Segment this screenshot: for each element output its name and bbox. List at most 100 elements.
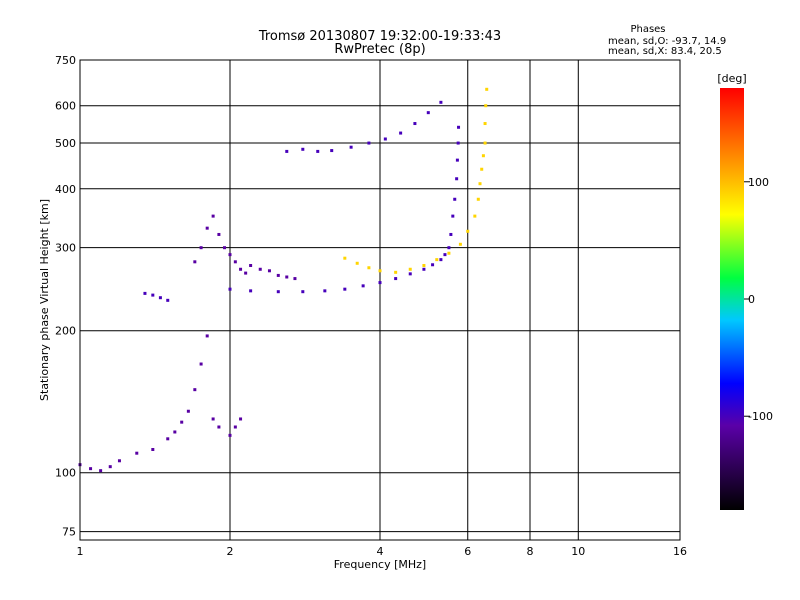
data-point [217,425,221,429]
y-tick-label: 75 [62,526,76,539]
data-point [426,111,430,115]
data-point [408,272,412,276]
chart-title: Tromsø 20130807 19:32:00-19:33:43 [258,29,501,44]
data-point [276,273,280,277]
data-point [143,291,147,295]
data-point [276,290,280,294]
y-tick-label: 100 [55,467,76,480]
data-point [228,253,232,257]
data-point [285,275,289,279]
y-tick-label: 300 [55,242,76,255]
x-axis-ticks: 1 2 4 6 8 10 16 [77,545,688,558]
data-point [447,251,451,255]
data-point [367,266,371,270]
legend-title: Phases [630,24,665,35]
data-point [89,467,93,471]
data-point [228,433,232,437]
y-tick-label: 500 [55,137,76,150]
data-point [285,149,289,153]
data-point [117,459,121,463]
data-point [205,226,209,230]
data-point [223,246,227,250]
data-point [186,409,190,413]
data-point [451,214,455,218]
data-point [228,287,232,291]
data-point [449,232,453,236]
data-point [193,260,197,264]
data-point [99,469,103,473]
data-point [135,451,139,455]
data-point [473,214,477,218]
data-point [399,131,403,135]
data-point [481,154,485,158]
data-point [394,277,398,281]
colorbar [720,88,744,510]
data-point [301,290,305,294]
data-point [453,197,457,201]
data-point [323,289,327,293]
data-point [180,420,184,424]
data-point [456,141,460,145]
y-axis-ticks: 75 100 200 300 400 500 600 750 [55,54,76,539]
data-point [413,122,417,126]
data-point [330,149,334,153]
data-point [249,289,253,293]
data-point [458,242,462,246]
colorbar-tick-label: -100 [748,410,773,423]
data-point [431,263,435,267]
data-point [233,260,237,264]
data-point [244,271,248,275]
data-point [205,334,209,338]
data-point [447,246,451,250]
data-point [478,182,482,186]
data-point [394,270,398,274]
x-tick-label: 1 [77,545,84,558]
data-point [199,246,203,250]
colorbar-tick-label: 0 [748,293,755,306]
data-point [293,277,297,281]
data-point [483,122,487,126]
data-point [439,100,443,104]
data-point [383,137,387,141]
data-point [173,430,177,434]
data-point [258,267,262,271]
data-point [435,258,439,262]
data-point [343,256,347,260]
colorbar-tick-label: 100 [748,176,769,189]
y-axis-label: Stationary phase Virtual Height [km] [38,199,51,401]
y-tick-label: 600 [55,100,76,113]
legend-line-o: mean, sd,O: -93.7, 14.9 [608,36,726,47]
data-point [466,229,470,233]
x-tick-label: 8 [527,545,534,558]
data-point [422,267,426,271]
data-point [484,104,488,108]
data-point [439,258,443,262]
data-point [361,284,365,288]
data-point [193,388,197,392]
data-point [239,267,243,271]
data-point [158,296,162,300]
data-point [151,447,155,451]
legend-line-x: mean, sd,X: 83.4, 20.5 [608,46,722,57]
chart-subtitle: RwPretec (8p) [334,42,425,57]
grid-lines [80,60,680,540]
colorbar-label: [deg] [717,72,746,85]
data-point [249,264,253,268]
colorbar-ticks: 100 0 -100 [744,176,773,423]
y-tick-label: 400 [55,183,76,196]
x-axis-label: Frequency [MHz] [334,558,426,571]
data-point [408,267,412,271]
data-point [455,177,459,181]
data-point [166,437,170,441]
data-point [239,417,243,421]
data-point [378,281,382,285]
x-tick-label: 4 [377,545,384,558]
data-point [422,264,426,268]
x-tick-label: 16 [673,545,687,558]
plot-frame [79,59,681,541]
data-point [476,197,480,201]
data-point [378,269,382,273]
data-point [211,214,215,218]
data-point [457,125,461,129]
